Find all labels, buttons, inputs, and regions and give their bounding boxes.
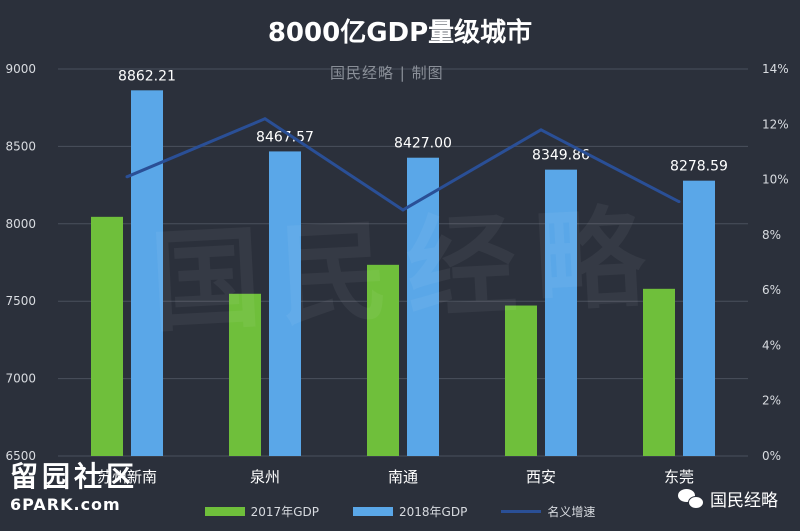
- bar-2017: [367, 264, 399, 456]
- data-label-2018: 8862.21: [118, 68, 176, 84]
- y2-tick-label: 14%: [762, 62, 789, 76]
- data-label-2018: 8349.86: [532, 148, 590, 164]
- account-watermark: 国民经略: [678, 486, 778, 511]
- forum-watermark-url: 6PARK.com: [10, 495, 121, 514]
- legend-swatch-2017: [204, 507, 245, 516]
- y2-tick-label: 2%: [762, 394, 781, 408]
- y2-tick-label: 8%: [762, 228, 781, 242]
- bar-2017: [91, 216, 123, 456]
- growth-point: [539, 128, 543, 132]
- category-label: 东莞: [664, 468, 694, 486]
- y2-tick-label: 10%: [762, 173, 789, 187]
- category-label: 西安: [526, 468, 556, 486]
- growth-point: [125, 175, 129, 179]
- y-tick-label: 8500: [5, 139, 36, 153]
- y-tick-label: 6500: [5, 449, 36, 463]
- y2-tick-label: 0%: [762, 449, 781, 463]
- y-tick-label: 7500: [5, 294, 36, 308]
- category-label: 苏州新南: [97, 468, 157, 486]
- data-label-2018: 8427.00: [394, 136, 452, 152]
- data-label-2018: 8278.59: [670, 159, 728, 175]
- chart-legend: 2017年GDP 2018年GDP 名义增速: [0, 503, 800, 520]
- growth-point: [677, 200, 681, 204]
- y2-tick-label: 4%: [762, 338, 781, 352]
- forum-watermark-name: 留园社区: [10, 460, 139, 493]
- legend-label-2018: 2018年GDP: [398, 505, 468, 519]
- background-watermark: 国民经略: [147, 192, 666, 348]
- category-label: 泉州: [250, 468, 280, 486]
- account-watermark-name: 国民经略: [710, 491, 778, 511]
- legend-label-growth: 名义增速: [547, 505, 596, 519]
- y-tick-label: 8000: [5, 217, 36, 231]
- forum-watermark: 留园社区 6PARK.com: [10, 455, 138, 514]
- bar-2017: [229, 293, 261, 456]
- bar-2018: [407, 157, 439, 457]
- y2-tick-label: 6%: [762, 283, 781, 297]
- bar-2017: [643, 288, 675, 456]
- bar-2018: [131, 90, 163, 456]
- legend-label-2017: 2017年GDP: [250, 505, 319, 519]
- bar-2018: [545, 169, 577, 457]
- legend-item-2018: 2018年GDP: [352, 503, 468, 520]
- legend-item-2017: 2017年GDP: [204, 503, 319, 520]
- chart-title: 8000亿GDP量级城市: [267, 18, 533, 48]
- y2-tick-label: 12%: [762, 117, 789, 131]
- category-label: 南通: [388, 468, 418, 486]
- growth-point: [263, 117, 267, 121]
- growth-point: [401, 208, 405, 212]
- y-tick-label: 9000: [5, 62, 36, 76]
- legend-item-growth: 名义增速: [501, 503, 595, 520]
- wechat-icon: [678, 488, 704, 509]
- bar-2017: [505, 305, 537, 456]
- bar-2018: [683, 180, 715, 457]
- bar-2018: [269, 151, 301, 456]
- legend-swatch-growth: [501, 510, 542, 513]
- legend-swatch-2018: [352, 507, 393, 516]
- chart-credit: 国民经略 | 制图: [330, 64, 444, 82]
- y-tick-label: 7000: [5, 372, 36, 386]
